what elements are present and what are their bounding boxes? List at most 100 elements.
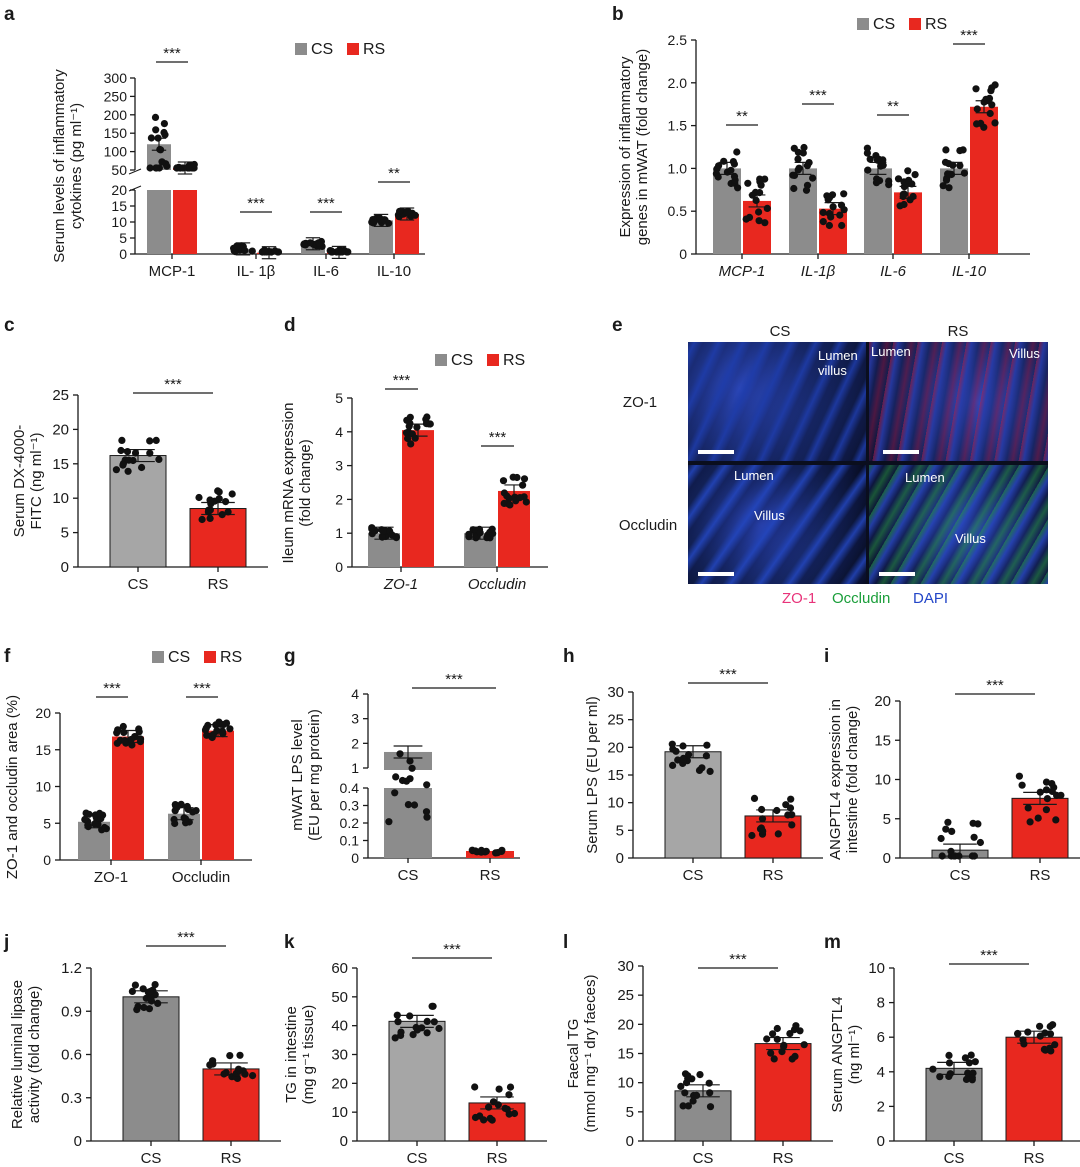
data-point — [226, 725, 234, 733]
data-point — [422, 420, 430, 428]
y-tick-label: 20 — [874, 693, 891, 710]
data-point — [970, 833, 978, 841]
data-point — [788, 821, 796, 829]
data-point — [215, 495, 223, 503]
data-point — [948, 827, 956, 836]
data-point — [123, 448, 132, 456]
data-point — [748, 191, 757, 199]
y-axis-label: ANGPTL4 expression in — [827, 699, 844, 860]
bar — [402, 430, 434, 567]
data-point — [84, 821, 92, 829]
data-point — [406, 419, 414, 427]
data-point — [1051, 1041, 1059, 1049]
data-point — [388, 531, 396, 539]
data-point — [306, 239, 314, 247]
significance-label: *** — [177, 929, 195, 946]
bar-lower-segment — [173, 190, 197, 254]
y-tick-label: 15 — [617, 1046, 634, 1063]
y-axis-label: Expression of inflammatory — [617, 56, 634, 237]
x-tick-label: CS — [683, 867, 704, 884]
data-point — [894, 175, 903, 183]
y-axis-label: Serum DX-4000- — [11, 425, 28, 538]
data-point — [800, 1041, 808, 1049]
y-tick-label: 100 — [104, 144, 128, 160]
y-tick-label: 30 — [607, 684, 624, 701]
y-axis-label: Relative luminal lipase — [9, 980, 26, 1129]
data-point — [494, 1101, 502, 1109]
x-tick-label: CS — [128, 576, 149, 593]
data-point — [327, 248, 335, 256]
data-point — [1018, 781, 1026, 789]
micro-col-label-cs: CS — [770, 323, 791, 340]
data-point — [1034, 814, 1042, 822]
data-point — [152, 126, 160, 134]
data-point — [972, 85, 980, 93]
y-tick-label: 0 — [61, 559, 69, 576]
data-point — [713, 165, 721, 173]
y-tick-label: 10 — [617, 1075, 634, 1092]
y-tick-label: 0.1 — [340, 833, 360, 849]
data-point — [761, 219, 769, 227]
y-axis-label: FITC (ng ml⁻¹) — [28, 432, 45, 529]
stain-legend-label: ZO-1 — [782, 590, 816, 607]
data-point — [792, 1022, 800, 1030]
data-point — [156, 145, 164, 154]
y-axis-label: (mmol mg⁻¹ dry faeces) — [582, 975, 599, 1133]
data-point — [885, 177, 893, 185]
x-tick-label: IL- 1β — [237, 263, 276, 280]
data-point — [836, 211, 844, 219]
stain-legend-label: DAPI — [913, 590, 948, 607]
data-point — [315, 239, 323, 247]
micro-annot-villus: Villus — [1009, 346, 1040, 361]
data-point — [787, 795, 795, 803]
data-point — [91, 820, 99, 828]
significance-label: *** — [443, 941, 461, 958]
data-point — [872, 179, 881, 187]
y-tick-label: 1.2 — [61, 960, 82, 977]
data-point — [976, 838, 985, 847]
data-point — [215, 488, 223, 496]
y-tick-label: 0 — [351, 850, 359, 866]
significance-label: *** — [103, 680, 121, 697]
y-tick-label: 0 — [679, 246, 687, 262]
data-point — [430, 1018, 438, 1026]
data-point — [803, 162, 812, 170]
data-point — [235, 1067, 243, 1075]
legend-swatch-rs — [347, 43, 359, 55]
bar-rs — [1005, 1036, 1063, 1142]
data-point — [773, 806, 781, 815]
bar — [112, 736, 144, 860]
data-point — [945, 184, 953, 192]
y-tick-label: 20 — [35, 705, 51, 721]
micro-row-label-occludin: Occludin — [619, 517, 677, 534]
data-point — [942, 146, 950, 154]
data-point — [146, 449, 154, 457]
x-tick-label: MCP-1 — [149, 263, 196, 280]
y-tick-label: 20 — [617, 1016, 634, 1033]
data-point — [228, 490, 236, 498]
data-point — [755, 217, 763, 225]
data-point — [140, 1003, 148, 1012]
data-point — [677, 1082, 685, 1090]
x-tick-label: IL-6 — [313, 263, 339, 280]
significance-label: *** — [809, 87, 827, 104]
data-point — [418, 1024, 426, 1032]
y-tick-label: 15 — [52, 456, 69, 473]
data-point — [213, 727, 221, 735]
legend-label-cs: CS — [873, 16, 895, 33]
data-point — [1040, 1045, 1048, 1053]
data-point — [96, 809, 104, 818]
data-point — [742, 215, 750, 223]
data-point — [879, 156, 887, 164]
data-point — [226, 1052, 234, 1060]
x-tick-label: ZO-1 — [94, 869, 128, 886]
data-point — [503, 492, 511, 500]
x-tick-label: IL-6 — [880, 263, 907, 280]
data-point — [794, 155, 802, 163]
y-tick-label: 0 — [877, 1133, 885, 1150]
significance-label: *** — [193, 680, 211, 697]
panel-letter: m — [824, 932, 841, 953]
data-point — [236, 1051, 244, 1059]
data-point — [784, 811, 792, 819]
data-point — [120, 728, 128, 737]
